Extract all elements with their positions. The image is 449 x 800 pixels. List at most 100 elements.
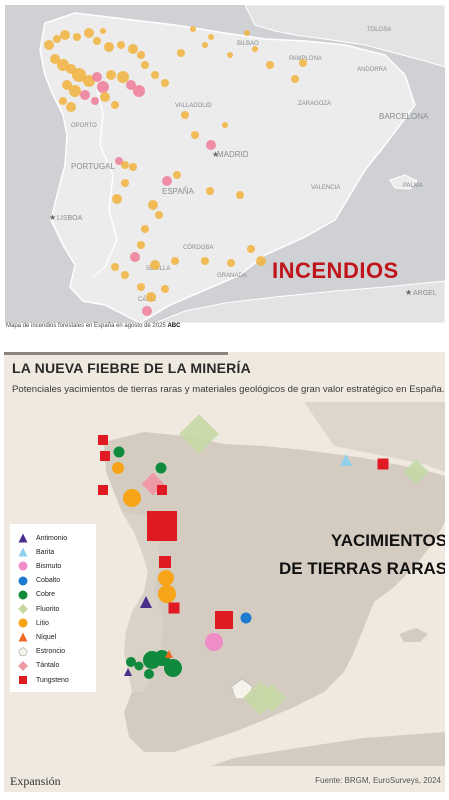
- fire-point-yellow: [57, 59, 69, 71]
- deposit-tungsteno: [147, 511, 177, 541]
- fire-point-pink: [115, 157, 123, 165]
- city-granada: GRANADA: [217, 273, 247, 279]
- fire-point-yellow: [148, 200, 158, 210]
- expansion-brand: Expansión: [10, 774, 61, 788]
- fire-point-yellow: [177, 49, 185, 57]
- fire-point-yellow: [206, 187, 214, 195]
- fire-point-yellow: [181, 111, 189, 119]
- legend-item-barita: Barita: [17, 546, 54, 558]
- triangle-icon: [18, 533, 28, 543]
- deposit-fluorito: [257, 683, 287, 713]
- legend-item-estroncio: Estroncio: [17, 646, 65, 658]
- iberia-land-mining: [104, 432, 445, 752]
- legend-label: Cobre: [36, 591, 56, 599]
- source-note: Fuente: BRGM, EuroSurveys, 2024: [315, 776, 441, 785]
- fire-point-yellow: [50, 54, 60, 64]
- city-oporto: OPORTO: [71, 123, 97, 129]
- france-land: [244, 5, 445, 68]
- deposit-barita: [340, 454, 352, 466]
- mining-title: LA NUEVA FIEBRE DE LA MINERÍA: [12, 360, 251, 376]
- fires-map-panel: TOLOSA BILBAO PAMPLONA ANDORRA ZARAGOZA …: [0, 0, 449, 345]
- deposit-cobre: [144, 669, 154, 679]
- fire-point-yellow: [222, 122, 228, 128]
- madrid-star-icon: ★: [212, 150, 219, 159]
- deposit-cobre: [154, 650, 170, 666]
- legend-label: Litio: [36, 619, 49, 627]
- fire-point-yellow: [137, 241, 145, 249]
- diamond-icon: [18, 660, 28, 671]
- fire-point-yellow: [256, 256, 266, 266]
- triangle-icon: [18, 632, 28, 642]
- legend-label: Estroncio: [36, 648, 66, 656]
- deposit-tungsteno: [98, 485, 108, 495]
- mineral-legend: Antimonio Barita Bismuto Cobalto Cobre Fluori…: [10, 524, 96, 692]
- fire-point-yellow: [202, 42, 208, 48]
- fire-point-yellow: [227, 52, 233, 58]
- legend-item-tungsteno: Tungsteno: [17, 674, 69, 686]
- fire-point-pink: [97, 81, 109, 93]
- fire-point-pink: [133, 85, 145, 97]
- fire-point-yellow: [171, 257, 179, 265]
- fire-point-yellow: [190, 26, 196, 32]
- legend-item-fluorito: Fluorito: [17, 603, 59, 615]
- fire-point-yellow: [100, 28, 106, 34]
- africa-land: [154, 280, 445, 323]
- fire-point-yellow: [151, 71, 159, 79]
- city-pamplona: PAMPLONA: [289, 56, 322, 62]
- fire-point-yellow: [141, 225, 149, 233]
- fire-point-yellow: [104, 42, 114, 52]
- fire-point-yellow: [62, 80, 72, 90]
- fire-point-yellow: [69, 85, 81, 97]
- fire-point-yellow: [266, 61, 274, 69]
- fire-point-yellow: [191, 131, 199, 139]
- legend-label: Cobalto: [36, 577, 61, 585]
- argel-star-icon: ★: [405, 288, 412, 297]
- fire-point-yellow: [93, 37, 101, 45]
- fire-point-yellow: [155, 211, 163, 219]
- city-tolosa: TOLOSA: [367, 27, 391, 33]
- fire-point-pink: [142, 306, 152, 316]
- mining-footer: Expansión Fuente: BRGM, EuroSurveys, 202…: [4, 766, 445, 792]
- legend-item-cobalto: Cobalto: [17, 575, 60, 587]
- circle-icon: [18, 561, 28, 571]
- city-bilbao: BILBAO: [237, 41, 259, 47]
- legend-item-antimonio: Antimonio: [17, 532, 67, 544]
- deposit-cobre: [134, 661, 144, 671]
- city-markers: TOLOSA BILBAO PAMPLONA ANDORRA ZARAGOZA …: [49, 27, 437, 303]
- fire-point-yellow: [112, 194, 122, 204]
- city-sevilla: SEVILLA: [146, 266, 170, 272]
- fire-point-yellow: [121, 271, 129, 279]
- legend-item-níquel: Níquel: [17, 631, 56, 643]
- diamond-icon: [18, 604, 28, 614]
- city-zaragoza: ZARAGOZA: [298, 101, 331, 107]
- deposit-litio: [158, 570, 174, 586]
- fire-point-yellow: [236, 191, 244, 199]
- lisboa-star-icon: ★: [49, 213, 56, 222]
- overlay-line-2: DE TIERRAS RARAS: [279, 559, 445, 578]
- deposit-tungsteno: [100, 451, 110, 461]
- fire-point-yellow: [150, 260, 160, 270]
- fire-point-yellow: [72, 68, 86, 82]
- fire-point-yellow: [252, 46, 258, 52]
- deposit-litio: [123, 489, 141, 507]
- deposit-tungsteno: [159, 556, 171, 568]
- circle-icon: [18, 576, 28, 586]
- deposits-overlay-title: YACIMIENTOS DE TIERRAS RARAS: [279, 527, 445, 583]
- city-portugal: PORTUGAL: [71, 162, 115, 171]
- fire-point-yellow: [100, 92, 110, 102]
- fire-point-pink: [91, 97, 99, 105]
- fire-point-yellow: [141, 61, 149, 69]
- fire-point-yellow: [247, 245, 255, 253]
- fire-point-yellow: [117, 41, 125, 49]
- legend-label: Níquel: [36, 633, 57, 641]
- fire-point-yellow: [111, 263, 119, 271]
- fire-point-pink: [92, 72, 102, 82]
- fire-point-yellow: [128, 44, 138, 54]
- square-icon: [19, 676, 27, 684]
- fire-point-yellow: [66, 102, 76, 112]
- legend-item-bismuto: Bismuto: [17, 560, 61, 572]
- fire-point-pink: [206, 140, 216, 150]
- deposit-cobre: [155, 462, 167, 474]
- fire-point-yellow: [84, 28, 94, 38]
- legend-label: Tungsteno: [36, 676, 69, 684]
